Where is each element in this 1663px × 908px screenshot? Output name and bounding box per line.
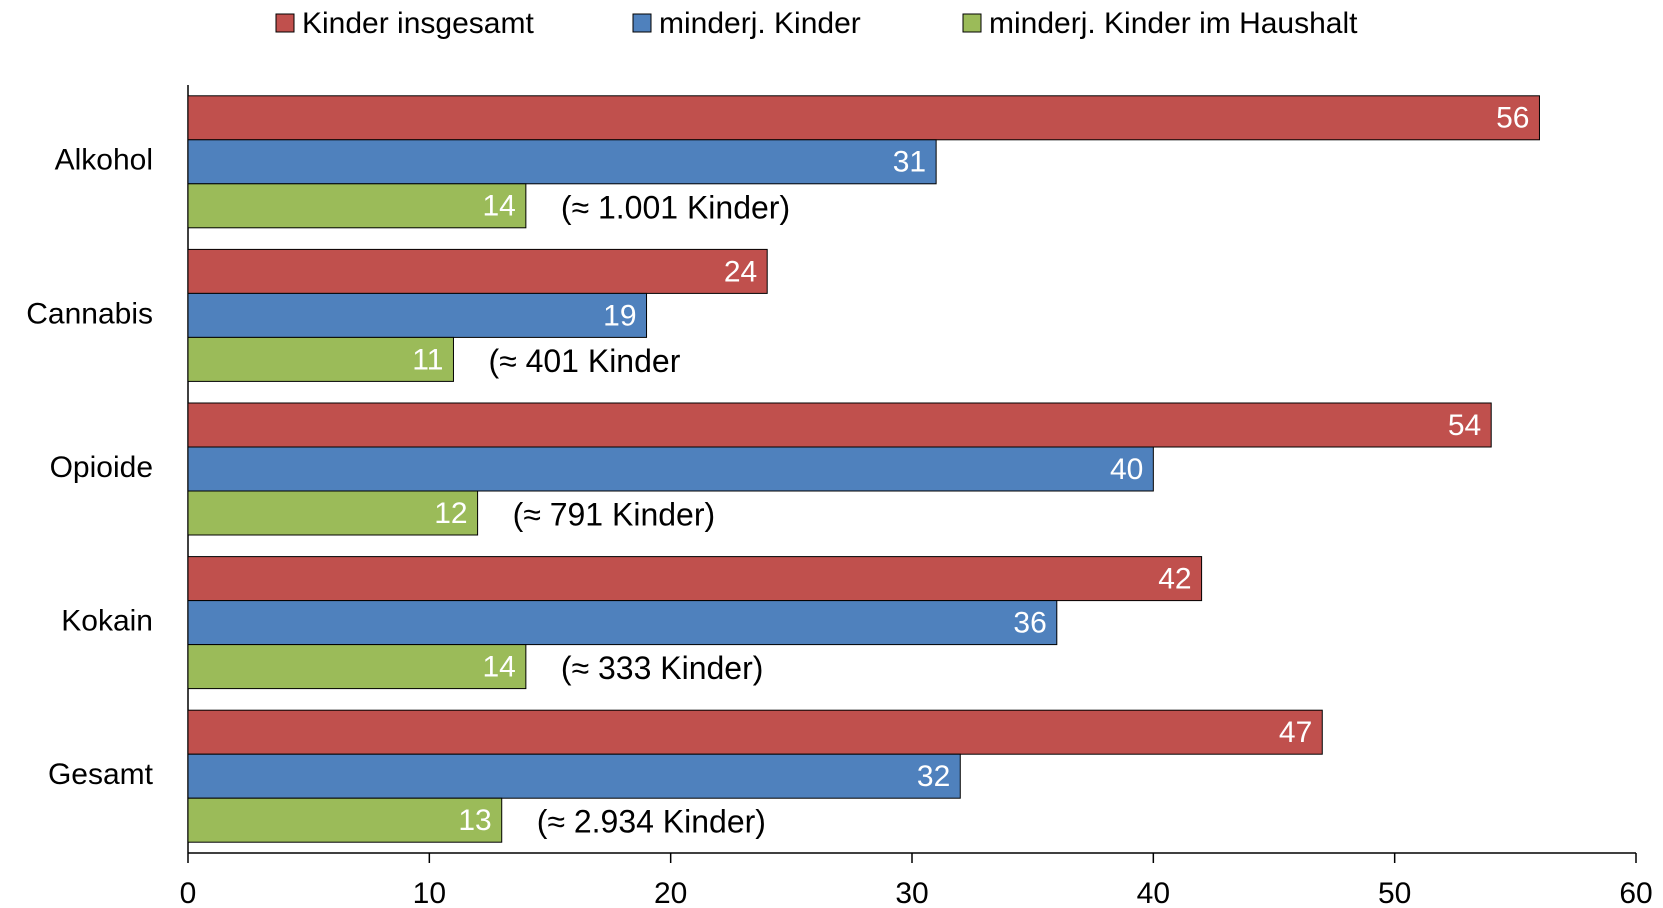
bar xyxy=(187,292,648,338)
value-label: 42 xyxy=(1158,563,1191,596)
value-label: 47 xyxy=(1279,716,1312,749)
y-tick-label: Alkohol xyxy=(55,144,153,177)
bar xyxy=(187,336,454,382)
annotation: (≈ 333 Kinder) xyxy=(561,650,764,686)
value-label: 12 xyxy=(434,497,467,530)
annotation: (≈ 401 Kinder xyxy=(488,343,680,379)
value-label: 31 xyxy=(893,146,926,179)
annotation: (≈ 2.934 Kinder) xyxy=(537,804,766,840)
y-tick-label: Gesamt xyxy=(48,758,154,791)
y-tick-label: Kokain xyxy=(61,605,153,638)
value-label: 11 xyxy=(412,343,443,376)
x-tick-label: 20 xyxy=(654,877,687,908)
legend-label: Kinder insgesamt xyxy=(302,7,534,40)
x-tick-label: 60 xyxy=(1619,877,1652,908)
annotation: (≈ 1.001 Kinder) xyxy=(561,189,790,225)
bar xyxy=(187,402,1492,448)
bar xyxy=(187,644,527,690)
value-label: 40 xyxy=(1110,453,1143,486)
legend-swatch xyxy=(632,13,652,33)
x-tick-label: 10 xyxy=(413,877,446,908)
x-tick-label: 40 xyxy=(1137,877,1170,908)
bar xyxy=(187,95,1540,141)
bar xyxy=(187,556,1203,602)
bar xyxy=(187,183,527,229)
bar xyxy=(187,753,961,799)
legend-label: minderj. Kinder im Haushalt xyxy=(989,7,1358,40)
y-tick-label: Cannabis xyxy=(26,297,153,330)
legend-swatch xyxy=(962,13,982,33)
x-tick-label: 50 xyxy=(1378,877,1411,908)
bar xyxy=(187,139,937,185)
bar xyxy=(187,709,1323,755)
bar xyxy=(187,797,503,843)
bar xyxy=(187,446,1154,492)
value-label: 56 xyxy=(1496,102,1529,135)
value-label: 32 xyxy=(917,760,950,793)
x-tick-label: 30 xyxy=(895,877,928,908)
value-label: 24 xyxy=(724,255,757,288)
bar xyxy=(187,490,479,536)
value-label: 36 xyxy=(1013,607,1046,640)
value-label: 14 xyxy=(482,651,515,684)
y-tick-label: Opioide xyxy=(50,451,153,484)
value-label: 13 xyxy=(458,804,491,837)
legend-swatch xyxy=(275,13,295,33)
x-tick-label: 0 xyxy=(180,877,197,908)
legend-label: minderj. Kinder xyxy=(659,7,861,40)
value-label: 19 xyxy=(603,299,636,332)
bar xyxy=(187,600,1058,646)
annotation: (≈ 791 Kinder) xyxy=(513,496,716,532)
bar xyxy=(187,248,768,294)
value-label: 54 xyxy=(1448,409,1481,442)
value-label: 14 xyxy=(482,190,515,223)
